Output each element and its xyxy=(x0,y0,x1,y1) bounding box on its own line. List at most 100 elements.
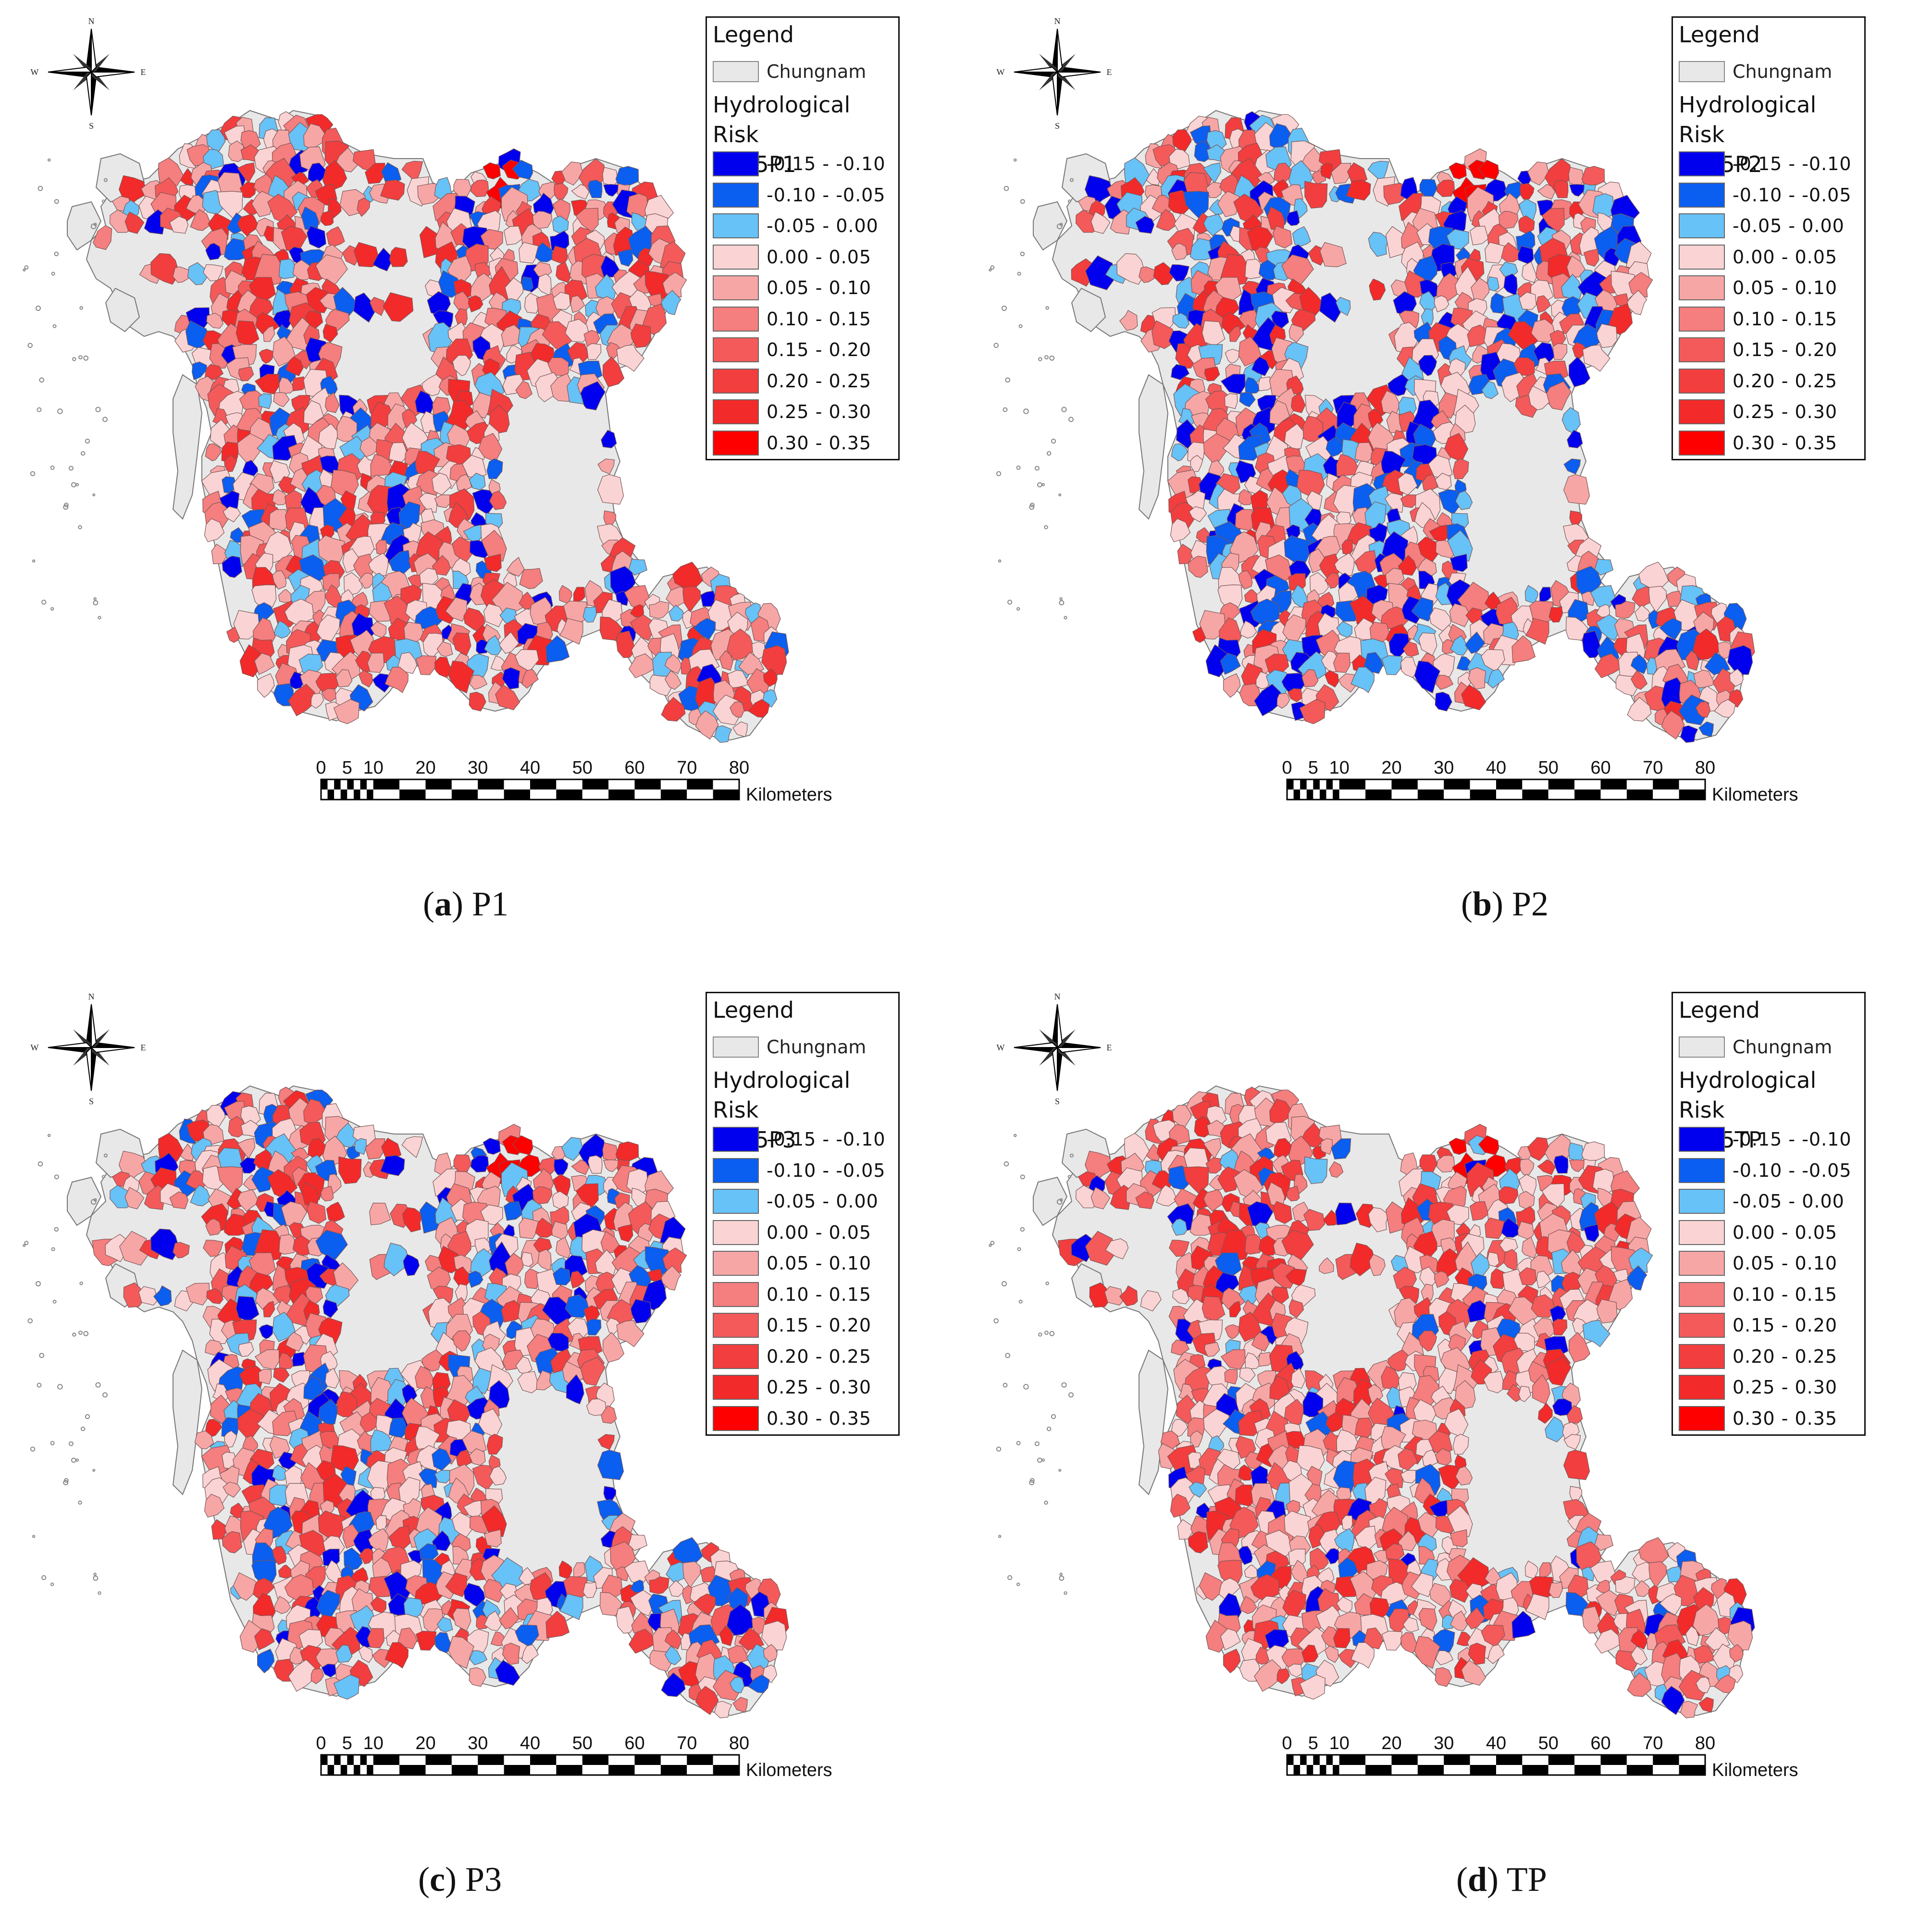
islet xyxy=(47,158,51,162)
watershed-polygon xyxy=(1194,1116,1210,1138)
legend-class-label: -0.05 - 0.00 xyxy=(1733,215,1845,236)
watershed-polygon xyxy=(1153,262,1174,285)
watershed-polygon xyxy=(580,1357,606,1386)
watershed-polygon xyxy=(1435,691,1452,712)
islet xyxy=(54,199,59,204)
watershed-polygon xyxy=(1468,667,1486,690)
islet xyxy=(989,268,992,271)
islet xyxy=(1003,185,1009,191)
watershed-polygon xyxy=(1449,1529,1468,1548)
watershed-polygon xyxy=(1276,1668,1290,1684)
watershed-polygon xyxy=(1194,140,1210,162)
watershed-polygon xyxy=(1304,181,1328,209)
island-1 xyxy=(67,201,102,251)
watershed-polygon xyxy=(258,1369,272,1385)
watershed-polygon xyxy=(600,255,620,278)
watershed-polygon xyxy=(649,601,669,619)
watershed-polygon xyxy=(1369,1254,1386,1276)
watershed-polygon xyxy=(1335,296,1351,316)
watershed-polygon xyxy=(1461,1660,1486,1686)
watershed-polygon xyxy=(1224,1369,1238,1385)
scale-tick-label: 10 xyxy=(363,758,384,778)
watershed-polygon xyxy=(1563,1449,1590,1480)
watershed-polygon xyxy=(1171,243,1188,260)
islet xyxy=(93,1572,97,1576)
compass-letter-w: W xyxy=(31,67,39,77)
watershed-polygon xyxy=(421,1349,444,1372)
islet xyxy=(64,502,69,507)
watershed-polygon xyxy=(1635,1580,1651,1597)
legend-class-swatch xyxy=(713,1220,759,1245)
legend-class-swatch xyxy=(1679,1251,1725,1276)
watershed-polygon xyxy=(1418,1330,1437,1352)
islet xyxy=(990,1241,995,1246)
watershed-polygon xyxy=(469,691,486,712)
watershed-polygon xyxy=(169,216,189,234)
watershed-polygon xyxy=(432,555,451,576)
watershed-polygon xyxy=(556,1236,571,1258)
watershed-polygon xyxy=(384,1642,409,1669)
islet xyxy=(64,1478,69,1483)
islet xyxy=(1044,1500,1048,1505)
islet xyxy=(80,1426,86,1431)
watershed-polygon xyxy=(273,1367,290,1383)
islet xyxy=(1059,222,1063,226)
compass-letter-n: N xyxy=(88,16,95,26)
scale-bar: 0 5 10 20 30 40 50 60 70 80 Kilometers xyxy=(1282,1733,1798,1780)
watershed-polygon xyxy=(384,666,409,693)
islet xyxy=(1020,199,1025,204)
watershed-polygon xyxy=(1336,454,1360,477)
watershed-polygon xyxy=(602,1332,625,1363)
legend-class-swatch xyxy=(713,430,759,456)
watershed-polygon xyxy=(489,490,507,510)
watershed-polygon xyxy=(630,1299,652,1324)
watershed-polygon xyxy=(1203,1189,1226,1212)
watershed-polygon xyxy=(205,1418,223,1437)
watershed-polygon xyxy=(455,1283,468,1301)
islet xyxy=(78,525,82,530)
watershed-polygon xyxy=(288,1659,315,1692)
islet xyxy=(37,1161,43,1167)
watershed-polygon xyxy=(559,618,583,645)
islet xyxy=(1069,178,1074,182)
watershed-polygon xyxy=(1446,229,1469,250)
watershed-polygon xyxy=(205,364,224,381)
watershed-polygon xyxy=(502,667,520,690)
watershed-polygon xyxy=(1269,1098,1295,1126)
watershed-polygon xyxy=(469,1667,486,1687)
islet xyxy=(83,1331,89,1336)
watershed-polygon xyxy=(1411,1572,1434,1597)
islet xyxy=(1016,1582,1020,1586)
watershed-polygon xyxy=(1368,232,1389,257)
watershed-polygon xyxy=(206,1288,223,1304)
watershed-polygon xyxy=(318,1399,339,1425)
watershed-polygon xyxy=(628,653,658,678)
legend-region-swatch xyxy=(713,61,759,82)
watershed-polygon xyxy=(237,1408,264,1442)
watershed-polygon xyxy=(1258,376,1273,392)
watershed-polygon xyxy=(664,1629,682,1650)
watershed-polygon xyxy=(1513,1332,1535,1352)
watershed-polygon xyxy=(358,1645,373,1663)
watershed-polygon xyxy=(333,287,359,316)
watershed-polygon xyxy=(237,433,264,467)
watershed-polygon xyxy=(1189,238,1213,260)
panel-caption-d: (d) TP xyxy=(1456,1860,1547,1899)
watershed-polygon xyxy=(422,633,444,659)
caption-letter: b xyxy=(1472,885,1492,923)
watershed-polygon xyxy=(203,1240,223,1257)
legend-class-label: 0.05 - 0.10 xyxy=(1733,1253,1838,1274)
watershed-polygon xyxy=(1245,259,1262,279)
legend-class-swatch xyxy=(1679,306,1725,332)
watershed-polygon xyxy=(661,1672,686,1697)
islet xyxy=(103,178,108,182)
islet xyxy=(990,265,995,270)
watershed-polygon xyxy=(169,1191,189,1209)
watershed-polygon xyxy=(205,1339,224,1356)
scale-tick-label: 0 xyxy=(316,758,326,778)
legend-class-label: 0.30 - 0.35 xyxy=(767,432,872,454)
islet xyxy=(39,1353,45,1358)
watershed-polygon xyxy=(228,140,244,162)
watershed-polygon xyxy=(1506,1384,1523,1402)
scale-tick-label: 0 xyxy=(1282,1733,1292,1753)
